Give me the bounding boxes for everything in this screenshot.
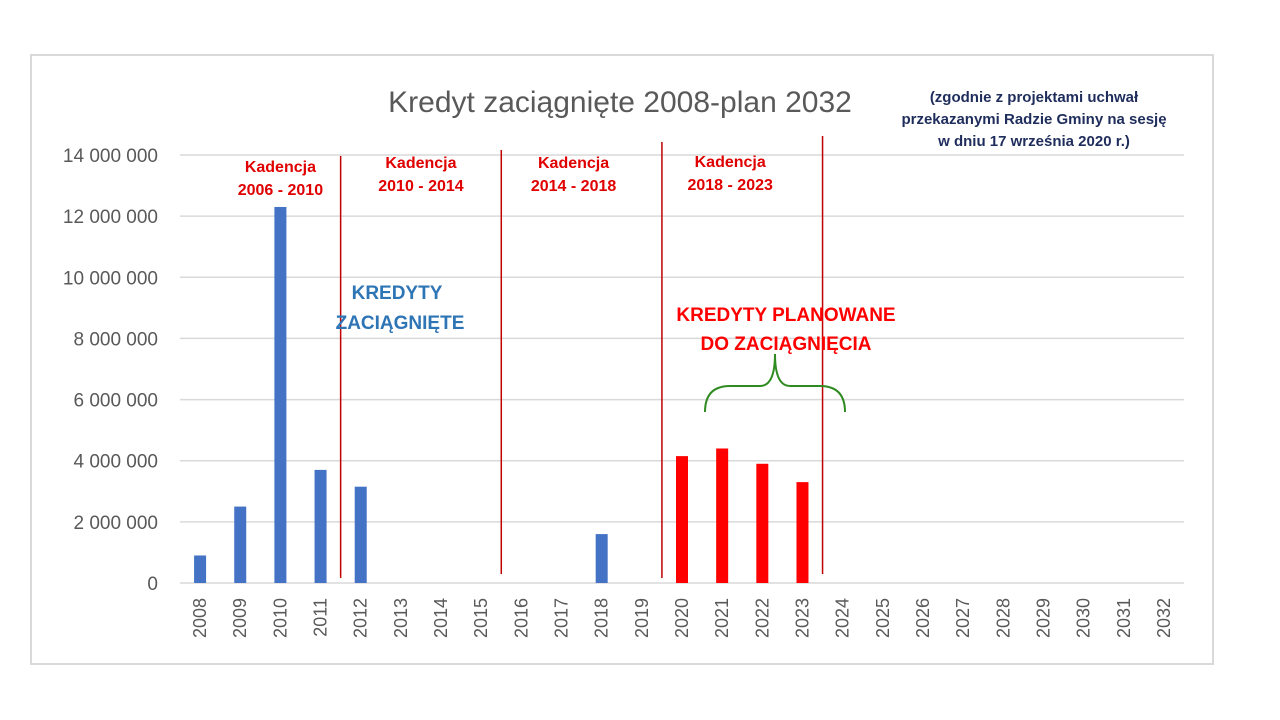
bar-2012 [354, 486, 367, 583]
term-years-0: 2006 - 2010 [238, 182, 324, 199]
bars-layer [194, 206, 809, 583]
x-tick-label-2031: 2031 [1114, 598, 1134, 638]
grid-layer [180, 154, 1184, 584]
bar-2011 [314, 469, 327, 583]
x-axis: 2008 2009 2010 2011 2012 2013 2014 2015 2016 2017… [190, 598, 1174, 638]
x-tick-label-2032: 2032 [1154, 598, 1174, 638]
term-label-3: Kadencja [695, 154, 766, 171]
term-divider-layer [339, 136, 824, 578]
bar-2009 [234, 506, 247, 583]
x-tick-label-2024: 2024 [833, 598, 853, 638]
x-tick-label-2030: 2030 [1074, 598, 1094, 638]
y-tick-label-5: 10 000 000 [63, 268, 158, 289]
y-tick-label-0: 0 [147, 574, 158, 595]
x-tick-label-2014: 2014 [431, 598, 451, 638]
x-tick-label-2016: 2016 [511, 598, 531, 638]
x-tick-label-2027: 2027 [953, 598, 973, 638]
term-label-0: Kadencja [245, 159, 316, 176]
x-tick-label-2008: 2008 [190, 598, 210, 638]
bar-2008 [194, 555, 207, 583]
taken-credits-label-line-1: KREDYTY [352, 283, 443, 304]
y-tick-label-3: 6 000 000 [73, 391, 158, 412]
term-years-3: 2018 - 2023 [687, 177, 773, 194]
term-labels: Kadencja 2006 - 2010 Kadencja 2010 - 2014 Ka… [238, 154, 773, 199]
bar-2020 [676, 456, 688, 583]
x-tick-label-2011: 2011 [311, 598, 331, 637]
x-tick-label-2019: 2019 [632, 598, 652, 638]
term-label-1: Kadencja [385, 155, 456, 172]
y-tick-label-4: 8 000 000 [73, 329, 158, 350]
x-tick-label-2023: 2023 [792, 598, 812, 638]
y-axis: 0 2 000 000 4 000 000 6 000 000 8 000 000 10 … [63, 146, 158, 595]
x-tick-label-2022: 2022 [752, 598, 772, 638]
bar-2018 [595, 534, 608, 583]
x-tick-label-2017: 2017 [552, 598, 572, 638]
x-tick-label-2015: 2015 [471, 598, 491, 638]
curly-brace-icon [704, 353, 846, 413]
x-tick-label-2029: 2029 [1033, 598, 1053, 638]
y-tick-label-7: 14 000 000 [63, 146, 158, 167]
x-tick-label-2026: 2026 [913, 598, 933, 638]
x-tick-label-2012: 2012 [351, 598, 371, 638]
x-tick-label-2009: 2009 [230, 598, 250, 638]
x-tick-label-2021: 2021 [712, 598, 732, 638]
bar-2021 [716, 448, 729, 583]
taken-credits-label-line-2: ZACIĄGNIĘTE [336, 313, 465, 334]
y-tick-label-1: 2 000 000 [73, 513, 158, 534]
bar-2022 [756, 463, 769, 583]
bar-2010 [274, 206, 287, 583]
planned-credits-label-line-2: DO ZACIĄGNIĘCIA [701, 334, 872, 355]
chart-note-line-1: (zgodnie z projektami uchwał [930, 89, 1139, 106]
bar-2023 [796, 482, 809, 583]
y-tick-label-2: 4 000 000 [73, 452, 158, 473]
planned-credits-label-line-1: KREDYTY PLANOWANE [676, 305, 895, 326]
term-label-2: Kadencja [538, 155, 609, 172]
chart-frame [30, 54, 1214, 665]
x-tick-label-2020: 2020 [672, 598, 692, 638]
term-years-2: 2014 - 2018 [531, 178, 617, 195]
x-tick-label-2028: 2028 [993, 598, 1013, 638]
x-tick-label-2018: 2018 [592, 598, 612, 638]
term-years-1: 2010 - 2014 [378, 178, 464, 195]
chart-title: Kredyt zaciągnięte 2008-plan 2032 [388, 86, 852, 119]
x-tick-label-2025: 2025 [873, 598, 893, 638]
x-tick-label-2010: 2010 [270, 598, 290, 638]
x-tick-label-2013: 2013 [391, 598, 411, 638]
y-tick-label-6: 12 000 000 [63, 207, 158, 228]
chart-note-line-3: w dniu 17 września 2020 r.) [937, 133, 1130, 150]
chart-note-line-2: przekazanymi Radzie Gminy na sesję [901, 111, 1166, 128]
